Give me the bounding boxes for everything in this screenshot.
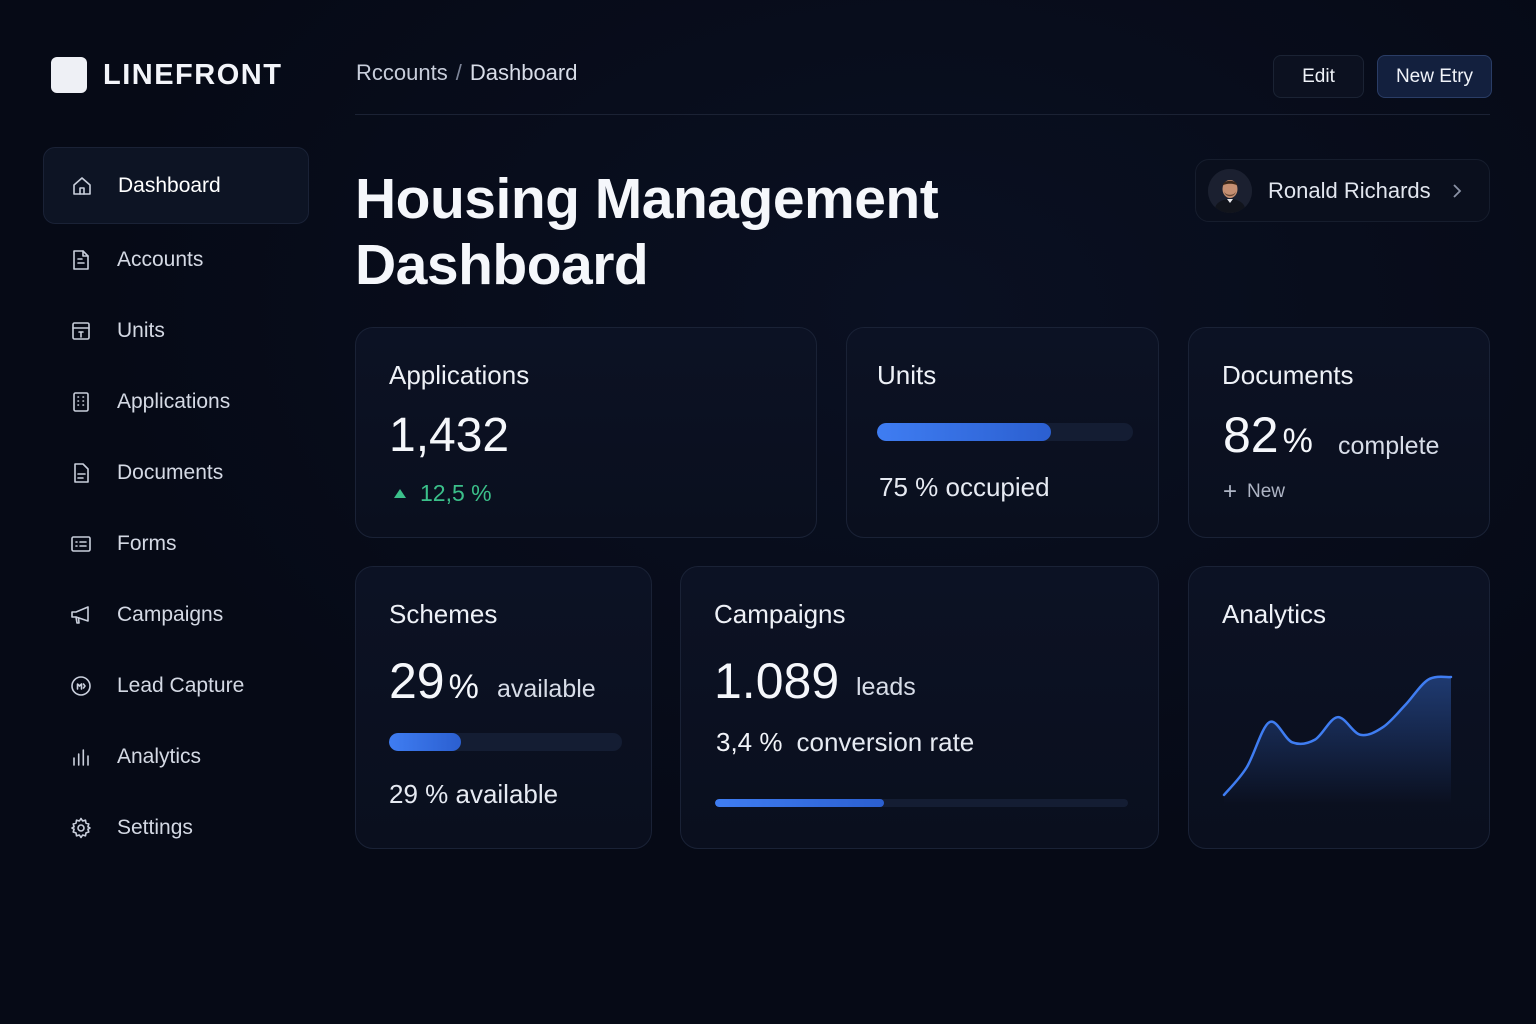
header-divider	[355, 114, 1490, 115]
schemes-caption: 29 % available	[389, 779, 559, 809]
new-entry-button[interactable]: New Etry	[1377, 55, 1492, 98]
page-title: Housing Management Dashboard	[355, 167, 939, 297]
sidebar-item-units[interactable]: Units	[43, 295, 309, 366]
sidebar-item-label: Analytics	[117, 744, 202, 768]
documents-value: 82	[1223, 407, 1279, 463]
sidebar-item-label: Units	[117, 318, 165, 342]
gear-icon	[69, 816, 93, 840]
chart-series-line	[1222, 675, 1453, 797]
sidebar-item-label: Accounts	[117, 247, 204, 271]
conversion-rate-value: 3,4 %	[716, 727, 783, 757]
sidebar-item-label: Documents	[117, 460, 224, 484]
conversion-rate-label: conversion rate	[796, 727, 975, 757]
occupancy-caption: 75 % occupied	[879, 472, 1050, 502]
sidebar-item-documents[interactable]: Documents	[43, 437, 309, 508]
sidebar-item-accounts[interactable]: Accounts	[43, 224, 309, 295]
sidebar-item-analytics[interactable]: Analytics	[43, 721, 309, 792]
progress-fill	[877, 423, 1052, 441]
documents-percent: 82%	[1223, 406, 1313, 464]
schemes-card[interactable]: Schemes 29% available 29 % available	[355, 566, 652, 849]
new-document-button[interactable]: + New	[1223, 480, 1285, 504]
breadcrumb-current: Dashboard	[469, 60, 578, 85]
percent-sign: %	[448, 668, 479, 706]
sidebar-item-label: Applications	[117, 389, 231, 413]
campaigns-card[interactable]: Campaigns 1.089 leads 3,4 % conversion r…	[680, 566, 1159, 849]
card-title: Campaigns	[714, 599, 846, 629]
card-title: Units	[877, 360, 937, 390]
sidebar-item-label: Settings	[117, 815, 193, 839]
schemes-percent: 29%	[389, 652, 479, 710]
user-name: Ronald Richards	[1268, 177, 1431, 203]
sidebar-item-settings[interactable]: Settings	[43, 792, 309, 863]
card-title: Documents	[1222, 360, 1354, 390]
sidebar-item-forms[interactable]: Forms	[43, 508, 309, 579]
conversion-rate: 3,4 % conversion rate	[716, 727, 974, 758]
delta-value: 12,5 %	[420, 480, 492, 506]
user-menu[interactable]: Ronald Richards	[1195, 159, 1490, 222]
sidebar: Dashboard Accounts Units Applications Do…	[43, 147, 309, 863]
breadcrumb: Rccounts / Dashboard	[356, 60, 577, 86]
chart-area	[1224, 676, 1451, 805]
chevron-right-icon	[1447, 180, 1467, 202]
schemes-progress-bar	[389, 733, 622, 751]
occupancy-progress-bar	[877, 423, 1133, 441]
new-label: New	[1247, 481, 1286, 502]
schemes-value: 29	[389, 653, 445, 709]
documents-card[interactable]: Documents 82% complete + New	[1188, 327, 1490, 538]
lead-capture-icon	[69, 674, 93, 698]
progress-fill	[389, 733, 462, 751]
card-title: Applications	[389, 360, 530, 390]
sidebar-item-lead-capture[interactable]: Lead Capture	[43, 650, 309, 721]
document-icon	[69, 461, 93, 485]
analytics-card[interactable]: Analytics	[1188, 566, 1490, 849]
analytics-chart	[1222, 675, 1453, 805]
sidebar-item-dashboard[interactable]: Dashboard	[43, 147, 309, 224]
breadcrumb-parent-link[interactable]: Rccounts	[356, 60, 448, 85]
leads-suffix: leads	[856, 673, 916, 701]
breadcrumb-separator: /	[455, 60, 462, 85]
accounts-icon	[69, 248, 93, 272]
brand-name: LINEFRONT	[103, 58, 283, 91]
sidebar-item-label: Campaigns	[117, 602, 224, 626]
sidebar-item-label: Lead Capture	[117, 673, 245, 697]
units-icon	[69, 319, 93, 343]
sidebar-item-applications[interactable]: Applications	[43, 366, 309, 437]
applications-icon	[69, 390, 93, 414]
progress-fill	[715, 799, 885, 807]
documents-suffix: complete	[1338, 432, 1440, 460]
trend-up-icon	[394, 489, 406, 498]
brand[interactable]: LINEFRONT	[51, 57, 282, 93]
card-title: Schemes	[389, 599, 498, 629]
edit-button[interactable]: Edit	[1273, 55, 1364, 98]
forms-icon	[69, 532, 93, 556]
plus-icon: +	[1223, 478, 1238, 505]
applications-delta: 12,5 %	[394, 480, 492, 507]
units-card[interactable]: Units 75 % occupied	[846, 327, 1159, 538]
applications-count: 1,432	[389, 409, 510, 462]
megaphone-icon	[69, 603, 93, 627]
applications-card[interactable]: Applications 1,432 12,5 %	[355, 327, 817, 538]
sidebar-item-label: Dashboard	[118, 173, 221, 197]
brand-logo-icon	[51, 57, 87, 93]
home-icon	[70, 174, 94, 198]
card-title: Analytics	[1222, 599, 1327, 629]
percent-sign: %	[1282, 422, 1313, 460]
avatar	[1208, 168, 1252, 213]
campaign-progress-bar	[715, 799, 1128, 807]
bar-chart-icon	[69, 745, 93, 769]
sidebar-item-campaigns[interactable]: Campaigns	[43, 579, 309, 650]
schemes-suffix: available	[497, 675, 596, 703]
sidebar-item-label: Forms	[117, 531, 177, 555]
campaign-leads-count: 1.089	[714, 653, 840, 709]
